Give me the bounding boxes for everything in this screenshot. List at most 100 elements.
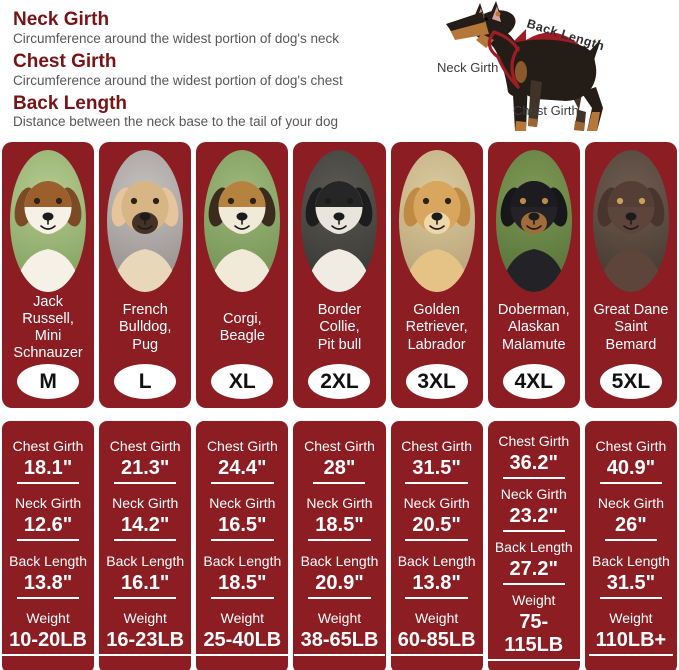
measurement-card: Chest Girth 21.3" Neck Girth 14.2" Back …: [99, 421, 192, 670]
definition-term: Back Length: [13, 92, 128, 114]
chest-girth-label: Chest Girth: [12, 437, 84, 454]
dog-muzzle-top: [446, 12, 485, 31]
back-length-row: Back Length 16.1": [106, 553, 184, 599]
dog-face-icon: [597, 181, 665, 292]
neck-girth-label: Neck Girth: [597, 495, 664, 512]
chest-girth-value: 21.3": [113, 457, 177, 484]
breed-label: French Bulldog, Pug: [119, 302, 172, 353]
back-length-value: 31.5": [599, 572, 663, 599]
size-badge: M: [17, 364, 80, 400]
weight-row: Weight 10-20LB: [2, 610, 94, 657]
back-length-label: Back Length: [397, 552, 476, 569]
weight-row: Weight 60-85LB: [390, 610, 483, 657]
weight-row: Weight 38-65LB: [293, 610, 386, 657]
dog-face-icon: [306, 181, 373, 292]
weight-value: 60-85LB: [390, 629, 483, 657]
dog-eyebrow-dot: [495, 11, 501, 17]
dog-rear-far-leg: [569, 88, 586, 131]
dog-face-icon: [111, 181, 179, 292]
back-length-value: 13.8": [405, 572, 468, 599]
neck-girth-label: Neck Girth: [500, 486, 567, 502]
dog-rear-far-paw: [574, 121, 585, 131]
size-card: Golden Retriever, Labrador 3XL: [390, 142, 483, 408]
dog-chest-patch: [515, 61, 527, 83]
chest-girth-row: Chest Girth 31.5": [401, 438, 472, 484]
chest-girth-label: Chest Girth: [513, 103, 579, 118]
neck-girth-value: 16.5": [211, 514, 274, 542]
back-length-row: Back Length 18.5": [203, 553, 281, 599]
weight-label: Weight: [26, 610, 70, 627]
measurement-card: Chest Girth 28" Neck Girth 18.5" Back Le…: [293, 421, 386, 670]
neck-girth-label: Neck Girth: [306, 495, 373, 512]
back-length-value: 27.2": [502, 558, 565, 585]
size-badge-label: 4XL: [514, 369, 554, 393]
definition-description: Circumference around the widest portion …: [13, 72, 343, 88]
definition-description: Circumference around the widest portion …: [13, 30, 340, 46]
neck-girth-value: 20.5": [405, 514, 468, 542]
weight-value: 38-65LB: [293, 629, 386, 657]
chest-girth-value: 18.1": [16, 457, 80, 484]
dog-front-paw: [515, 121, 526, 131]
neck-girth-value: 18.5": [308, 514, 371, 542]
weight-row: Weight 25-40LB: [196, 610, 289, 657]
dog-eye: [484, 17, 488, 21]
size-badge: 2XL: [308, 364, 371, 399]
chest-girth-label: Chest Girth: [304, 437, 375, 454]
dog-photo: [204, 150, 281, 292]
chest-girth-value: 31.5": [405, 457, 468, 484]
dog-face-icon: [500, 181, 568, 292]
back-length-value: 20.9": [308, 572, 371, 599]
neck-girth-row: Neck Girth 14.2": [112, 495, 178, 542]
dog-front-leg: [512, 76, 528, 131]
dog-face-icon: [14, 181, 82, 292]
back-length-label: Back Length: [9, 552, 87, 569]
chest-girth-value: 24.4": [211, 457, 274, 484]
dog-photo: [10, 150, 87, 292]
neck-girth-row: Neck Girth 18.5": [306, 495, 373, 542]
size-badge: 5XL: [599, 364, 662, 399]
back-length-row: Back Length 13.8": [398, 553, 476, 599]
definition-item: Neck Girth Circumference around the wide…: [13, 9, 433, 48]
dog-face-icon: [208, 181, 276, 292]
size-badge-label: 3XL: [417, 369, 456, 393]
breed-label: Great Dane Saint Bemard: [593, 302, 669, 353]
dog-measurement-diagram: Back Length: [437, 1, 606, 131]
back-length-label: Back Length: [592, 552, 670, 569]
size-card: Corgi, Beagle XL: [196, 142, 289, 408]
back-length-label: Back Length: [203, 552, 282, 569]
measurement-definitions: Neck Girth Circumference around the wide…: [13, 6, 433, 132]
breed-label: Golden Retriever, Labrador: [405, 302, 468, 353]
back-length-value: 16.1": [113, 572, 177, 599]
size-badge-label: XL: [228, 369, 256, 393]
neck-girth-label: Neck Girth: [15, 495, 82, 512]
back-length-row: Back Length 27.2": [495, 539, 573, 585]
weight-value: 110LB+: [588, 629, 674, 657]
dog-face-icon: [403, 181, 471, 292]
dog-photo: [495, 150, 572, 292]
chest-girth-value: 36.2": [502, 452, 565, 479]
chest-girth-label: Chest Girth: [595, 437, 667, 454]
chest-girth-label: Chest Girth: [498, 433, 570, 449]
size-cards-row: Jack Russell, Mini Schnauzer M: [0, 142, 679, 408]
chest-girth-row: Chest Girth 18.1": [12, 437, 84, 484]
definition-item: Chest Girth Circumference around the wid…: [13, 50, 433, 90]
chest-girth-row: Chest Girth 28": [304, 438, 375, 484]
size-badge-label: 2XL: [320, 369, 359, 393]
neck-girth-row: Neck Girth 23.2": [501, 486, 567, 532]
breed-label: Doberman, Alaskan Malamute: [497, 302, 570, 353]
dog-photo: [592, 150, 669, 292]
chest-girth-value: 28": [313, 457, 366, 484]
measurement-card: Chest Girth 18.1" Neck Girth 12.6" Back …: [2, 421, 95, 670]
measurement-card: Chest Girth 36.2" Neck Girth 23.2" Back …: [487, 421, 580, 670]
neck-girth-value: 14.2": [113, 514, 177, 542]
weight-label: Weight: [317, 610, 362, 627]
definition-term: Chest Girth: [13, 50, 117, 72]
weight-value: 10-20LB: [2, 629, 94, 657]
dog-photo: [398, 150, 475, 292]
harness-straps: [487, 30, 520, 89]
chest-girth-value: 40.9": [599, 457, 663, 484]
neck-girth-row: Neck Girth 20.5": [404, 495, 470, 542]
chest-girth-label: Chest Girth: [401, 437, 473, 454]
back-length-value: 18.5": [211, 572, 274, 599]
